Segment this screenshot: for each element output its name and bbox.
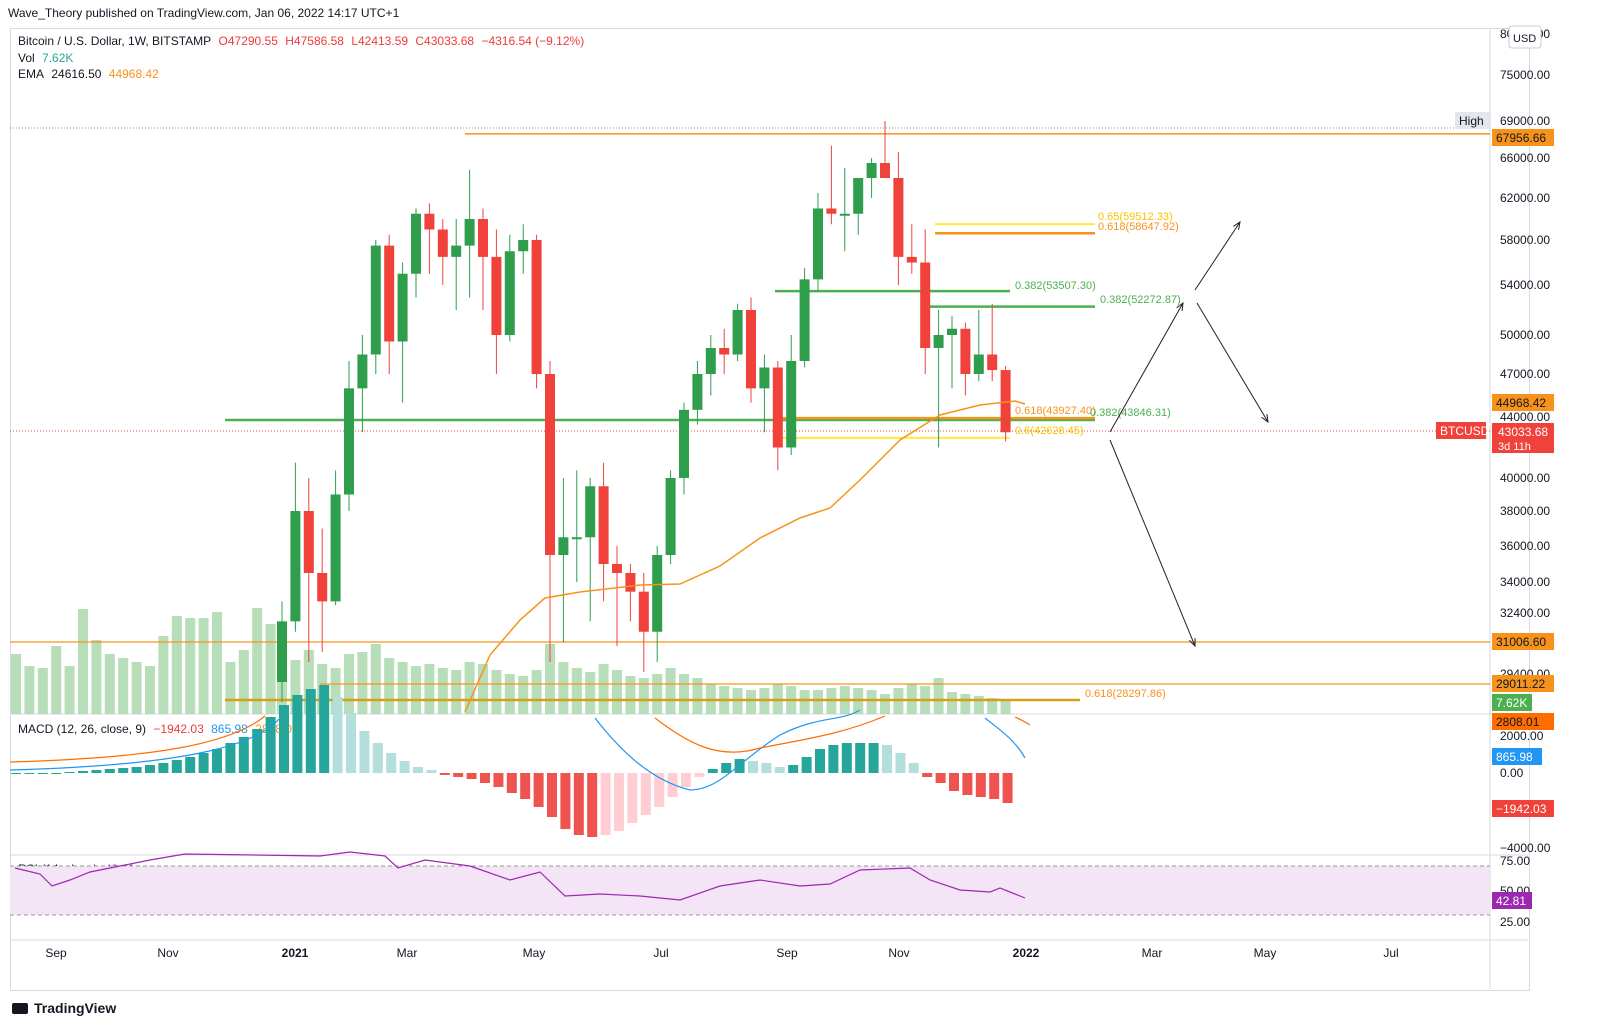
- tradingview-logo: TradingView: [12, 1000, 116, 1016]
- macd-signal-value: 2808.01: [255, 722, 299, 736]
- rsi-value: 42.81: [104, 862, 135, 876]
- symbol-name: Bitcoin / U.S. Dollar, 1W, BITSTAMP: [18, 34, 212, 48]
- high-value: H47586.58: [285, 34, 344, 48]
- change-value: −4316.54 (−9.12%): [481, 34, 585, 48]
- volume-legend[interactable]: Vol 7.62K: [18, 51, 77, 65]
- macd-label: MACD (12, 26, close, 9): [18, 722, 147, 736]
- rsi-label: RSI (14, close): [18, 862, 98, 876]
- chart-frame: [10, 28, 1530, 991]
- ema-legend[interactable]: EMA 24616.50 44968.42: [18, 67, 163, 81]
- volume-value: 7.62K: [42, 51, 74, 65]
- symbol-legend[interactable]: Bitcoin / U.S. Dollar, 1W, BITSTAMP O472…: [18, 34, 588, 48]
- macd-hist-value: −1942.03: [153, 722, 204, 736]
- rsi-legend[interactable]: RSI (14, close) 42.81: [18, 862, 139, 876]
- open-value: O47290.55: [218, 34, 278, 48]
- ema-label: EMA: [18, 67, 45, 81]
- macd-legend[interactable]: MACD (12, 26, close, 9) −1942.03 865.98 …: [18, 722, 303, 736]
- low-value: L42413.59: [351, 34, 409, 48]
- close-value: C43033.68: [415, 34, 475, 48]
- macd-line-value: 865.98: [211, 722, 248, 736]
- tradingview-logo-icon: [12, 1002, 28, 1014]
- ema-length: 24616.50: [51, 67, 102, 81]
- volume-label: Vol: [18, 51, 35, 65]
- ema-value: 44968.42: [108, 67, 159, 81]
- publisher-line: Wave_Theory published on TradingView.com…: [8, 6, 400, 20]
